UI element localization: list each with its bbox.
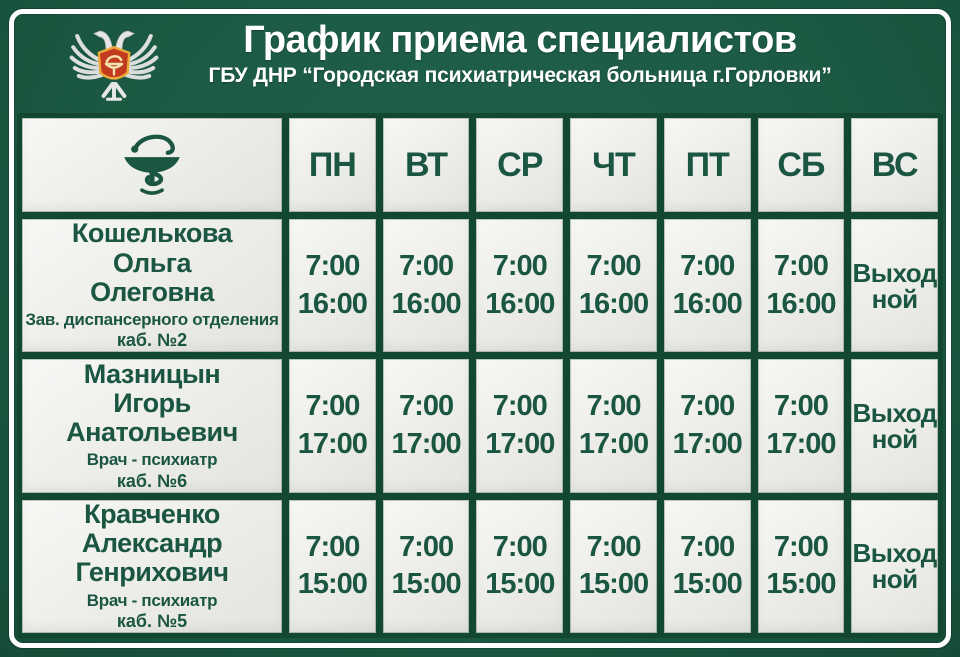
close-time: 15:00 bbox=[672, 568, 743, 601]
close-time: 16:00 bbox=[766, 287, 836, 320]
time-cell: 7:00 17:00 bbox=[663, 359, 751, 493]
open-time: 7:00 bbox=[680, 530, 735, 563]
time-cell: 7:00 16:00 bbox=[570, 219, 657, 353]
table-corner-cell bbox=[22, 118, 282, 212]
page-subtitle: ГБУ ДНР “Городская психиатрическая больн… bbox=[208, 63, 832, 87]
time-cell: 7:00 15:00 bbox=[757, 499, 845, 633]
close-time: 17:00 bbox=[297, 427, 368, 460]
day-header-tue: ВТ bbox=[382, 118, 470, 212]
time-cell: 7:00 17:00 bbox=[289, 359, 376, 493]
close-time: 15:00 bbox=[766, 568, 836, 601]
schedule-table: ПН ВТ СР ЧТ ПТ СБ ВС Кошелькова Ольга Ол… bbox=[17, 113, 943, 638]
doctor-position: Зав. диспансерного отделения bbox=[25, 309, 279, 329]
day-header-fri: ПТ bbox=[663, 118, 751, 212]
open-time: 7:00 bbox=[680, 390, 735, 423]
time-cell: 7:00 17:00 bbox=[476, 359, 564, 493]
doctor-name-line: Кравченко bbox=[84, 499, 220, 530]
time-cell: 7:00 16:00 bbox=[757, 219, 845, 353]
day-off-label: Выход bbox=[852, 538, 937, 569]
day-header-mon: ПН bbox=[289, 118, 376, 212]
close-time: 17:00 bbox=[485, 427, 555, 460]
open-time: 7:00 bbox=[680, 249, 735, 282]
doctor-name-line: Ольга bbox=[112, 247, 192, 278]
close-time: 17:00 bbox=[766, 427, 836, 460]
open-time: 7:00 bbox=[586, 530, 641, 563]
doctor-card: Кравченко Александр Генрихович Врач - пс… bbox=[22, 499, 282, 633]
time-cell: 7:00 15:00 bbox=[382, 499, 470, 633]
doctor-name-line: Мазницын bbox=[83, 359, 221, 389]
close-time: 15:00 bbox=[485, 568, 555, 601]
close-time: 16:00 bbox=[578, 287, 649, 320]
close-time: 16:00 bbox=[391, 287, 461, 320]
time-cell: 7:00 15:00 bbox=[570, 499, 657, 633]
dnr-coat-of-arms-emblem-icon bbox=[66, 20, 162, 110]
time-cell: 7:00 17:00 bbox=[382, 359, 470, 493]
close-time: 16:00 bbox=[485, 287, 555, 320]
open-time: 7:00 bbox=[399, 530, 454, 563]
doctor-cabinet: каб. №5 bbox=[116, 610, 188, 631]
open-time: 7:00 bbox=[305, 249, 360, 282]
day-header-thu: ЧТ bbox=[570, 118, 657, 212]
day-header-sun: ВС bbox=[851, 118, 938, 212]
close-time: 16:00 bbox=[297, 287, 368, 320]
day-off-label: ной bbox=[871, 423, 919, 454]
open-time: 7:00 bbox=[305, 390, 360, 423]
doctor-cabinet: каб. №6 bbox=[116, 470, 188, 491]
day-off-cell: Выход ной bbox=[851, 499, 938, 633]
time-cell: 7:00 15:00 bbox=[289, 499, 376, 633]
doctor-name-line: Анатольевич bbox=[66, 417, 238, 448]
close-time: 15:00 bbox=[578, 568, 649, 601]
open-time: 7:00 bbox=[492, 249, 548, 282]
time-cell: 7:00 16:00 bbox=[382, 219, 470, 353]
page-title: График приема специалистов bbox=[243, 19, 797, 61]
time-cell: 7:00 15:00 bbox=[476, 499, 564, 633]
time-cell: 7:00 16:00 bbox=[476, 219, 564, 353]
doctor-position: Врач - психиатр bbox=[86, 450, 218, 470]
close-time: 15:00 bbox=[297, 568, 368, 601]
open-time: 7:00 bbox=[773, 530, 829, 563]
day-off-cell: Выход ной bbox=[851, 219, 938, 353]
doctor-name-line: Игорь bbox=[113, 387, 191, 418]
day-off-label: Выход bbox=[852, 397, 937, 428]
open-time: 7:00 bbox=[399, 249, 454, 282]
day-off-label: ной bbox=[871, 283, 919, 314]
doctor-name-line: Олеговна bbox=[90, 276, 214, 307]
time-cell: 7:00 16:00 bbox=[289, 219, 376, 353]
doctor-card: Мазницын Игорь Анатольевич Врач - психиа… bbox=[22, 359, 282, 493]
board-header: График приема специалистов ГБУ ДНР “Горо… bbox=[16, 12, 944, 110]
bowl-of-hygieia-icon bbox=[124, 134, 180, 195]
open-time: 7:00 bbox=[773, 249, 829, 282]
doctor-name-line: Генрихович bbox=[75, 557, 229, 588]
open-time: 7:00 bbox=[492, 390, 548, 423]
doctor-card: Кошелькова Ольга Олеговна Зав. диспансер… bbox=[22, 219, 282, 353]
close-time: 17:00 bbox=[672, 427, 743, 460]
open-time: 7:00 bbox=[586, 390, 641, 423]
time-cell: 7:00 17:00 bbox=[570, 359, 657, 493]
day-off-label: ной bbox=[871, 564, 919, 595]
doctor-name-line: Кошелькова bbox=[71, 219, 233, 249]
time-cell: 7:00 16:00 bbox=[663, 219, 751, 353]
day-header-wed: СР bbox=[476, 118, 564, 212]
time-cell: 7:00 15:00 bbox=[663, 499, 751, 633]
board-titles: График приема специалистов ГБУ ДНР “Горо… bbox=[136, 12, 904, 88]
open-time: 7:00 bbox=[492, 530, 548, 563]
open-time: 7:00 bbox=[399, 390, 454, 423]
time-cell: 7:00 17:00 bbox=[757, 359, 845, 493]
open-time: 7:00 bbox=[773, 390, 829, 423]
open-time: 7:00 bbox=[586, 249, 641, 282]
day-off-cell: Выход ной bbox=[851, 359, 938, 493]
open-time: 7:00 bbox=[305, 530, 360, 563]
close-time: 15:00 bbox=[391, 568, 461, 601]
doctor-cabinet: каб. №2 bbox=[116, 330, 188, 351]
doctor-name-line: Александр bbox=[81, 528, 223, 559]
day-off-label: Выход bbox=[852, 257, 937, 288]
doctor-position: Врач - психиатр bbox=[86, 590, 218, 610]
close-time: 17:00 bbox=[391, 427, 461, 460]
close-time: 17:00 bbox=[578, 427, 649, 460]
close-time: 16:00 bbox=[672, 287, 743, 320]
day-header-sat: СБ bbox=[757, 118, 845, 212]
